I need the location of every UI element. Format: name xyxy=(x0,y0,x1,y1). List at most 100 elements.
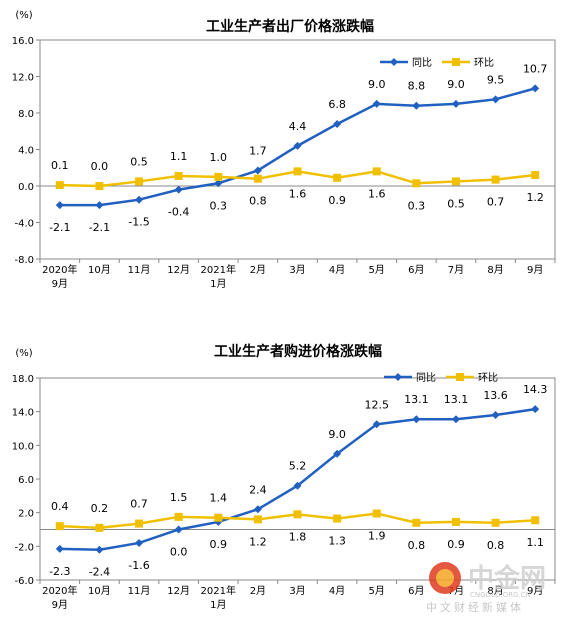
x-tick-label: 4月 xyxy=(329,585,345,597)
data-label-yoy: -2.4 xyxy=(89,566,110,579)
x-tick-label: 9月 xyxy=(527,585,543,597)
data-point-yoy xyxy=(333,449,342,458)
y-tick-label: 0.0 xyxy=(18,182,34,193)
data-point-mom xyxy=(293,167,302,176)
data-label-mom: 1.1 xyxy=(170,150,188,163)
data-label-yoy: -2.1 xyxy=(89,221,110,234)
x-tick-label: 2月 xyxy=(250,585,266,597)
data-point-yoy xyxy=(412,101,421,110)
data-point-yoy xyxy=(531,84,540,93)
legend-label: 环比 xyxy=(478,372,498,384)
legend: 同比 环比 xyxy=(384,372,498,384)
data-point-yoy xyxy=(55,201,64,210)
data-point-yoy xyxy=(372,99,381,108)
data-point-yoy xyxy=(174,185,183,194)
y-unit-label: (%) xyxy=(15,10,32,21)
x-tick-label: 9月 xyxy=(52,599,68,611)
data-label-mom: 1.2 xyxy=(249,535,267,548)
data-label-mom: 0.5 xyxy=(130,155,148,168)
data-label-yoy: 0.0 xyxy=(170,546,188,559)
data-label-mom: 0.9 xyxy=(447,538,465,551)
data-point-yoy xyxy=(491,95,500,104)
data-point-yoy xyxy=(451,415,460,424)
data-label-mom: 0.7 xyxy=(130,498,148,511)
data-label-yoy: -1.5 xyxy=(128,216,149,229)
data-label-yoy: 12.5 xyxy=(364,398,389,411)
legend-marker xyxy=(456,373,464,381)
x-tick-label: 3月 xyxy=(289,264,305,276)
x-tick-label: 11月 xyxy=(128,585,151,597)
x-tick-label: 7月 xyxy=(448,264,464,276)
y-unit-label: (%) xyxy=(15,348,32,359)
data-label-yoy: 1.7 xyxy=(249,144,267,157)
x-tick-label: 5月 xyxy=(369,585,385,597)
data-point-mom xyxy=(333,514,342,523)
data-label-mom: 1.5 xyxy=(170,491,188,504)
x-tick-label: 12月 xyxy=(167,585,190,597)
data-point-mom xyxy=(491,175,500,184)
data-point-mom xyxy=(214,513,223,522)
data-point-yoy xyxy=(491,411,500,420)
data-label-yoy: 14.3 xyxy=(523,383,548,396)
data-label-yoy: 0.9 xyxy=(210,538,228,551)
data-point-mom xyxy=(333,173,342,182)
x-tick-label: 6月 xyxy=(408,585,424,597)
data-label-mom: 1.4 xyxy=(210,492,228,505)
data-point-mom xyxy=(253,174,262,183)
data-label-yoy: -2.3 xyxy=(49,565,70,578)
x-tick-label: 2020年 xyxy=(42,263,77,276)
legend-marker xyxy=(394,373,402,381)
data-label-mom: 1.2 xyxy=(526,191,544,204)
x-tick-label: 10月 xyxy=(88,585,111,597)
data-point-yoy xyxy=(451,99,460,108)
data-label-mom: 0.7 xyxy=(487,196,505,209)
x-tick-label: 2020年 xyxy=(42,584,77,597)
x-tick-label: 9月 xyxy=(52,278,68,290)
data-point-yoy xyxy=(214,179,223,188)
data-point-mom xyxy=(174,171,183,180)
y-tick-label: -8.0 xyxy=(14,255,34,266)
data-label-yoy: 13.6 xyxy=(483,389,508,402)
data-label-yoy: 13.1 xyxy=(444,393,469,406)
y-tick-label: 2.0 xyxy=(18,509,34,520)
series-line-yoy xyxy=(59,407,536,551)
data-point-yoy xyxy=(95,545,104,554)
x-tick-label: 8月 xyxy=(487,264,503,276)
data-label-mom: 0.8 xyxy=(249,195,267,208)
data-point-mom xyxy=(531,171,540,180)
y-tick-label: -4.0 xyxy=(14,219,34,230)
data-point-mom xyxy=(372,167,381,176)
data-point-mom xyxy=(491,518,500,527)
data-point-mom xyxy=(135,519,144,528)
data-point-mom xyxy=(55,522,64,531)
data-label-mom: 1.3 xyxy=(328,535,346,548)
x-tick-label: 10月 xyxy=(88,264,111,276)
data-label-yoy: 9.5 xyxy=(487,73,505,86)
data-point-yoy xyxy=(135,538,144,547)
y-tick-label: -6.0 xyxy=(14,576,34,587)
data-point-yoy xyxy=(135,195,144,204)
data-label-yoy: 9.0 xyxy=(328,428,346,441)
data-point-mom xyxy=(214,172,223,181)
y-tick-label: 12.0 xyxy=(12,73,34,84)
data-label-mom: 1.0 xyxy=(210,151,228,164)
data-point-mom xyxy=(451,517,460,526)
y-tick-label: 4.0 xyxy=(18,146,34,157)
y-tick-label: 14.0 xyxy=(12,408,34,419)
data-point-yoy xyxy=(253,505,262,514)
x-tick-label: 4月 xyxy=(329,264,345,276)
chart-2: 工业生产者购进价格涨跌幅 (%) -6.0 -2.0 2.0 6.0 10.0 14.0 18.… xyxy=(12,343,556,611)
legend-marker xyxy=(390,58,398,66)
legend-label: 同比 xyxy=(416,372,436,384)
data-label-yoy: -2.1 xyxy=(49,221,70,234)
data-point-mom xyxy=(451,177,460,186)
watermark-name: 中金网 xyxy=(468,563,546,594)
data-point-mom xyxy=(412,179,421,188)
data-label-mom: 0.5 xyxy=(447,197,465,210)
data-point-yoy xyxy=(95,201,104,210)
data-point-mom xyxy=(253,515,262,524)
watermark-domain: CNGOLD.ORG.CN xyxy=(470,591,531,599)
y-tick-label: -2.0 xyxy=(14,542,34,553)
data-label-mom: 1.8 xyxy=(289,530,307,543)
